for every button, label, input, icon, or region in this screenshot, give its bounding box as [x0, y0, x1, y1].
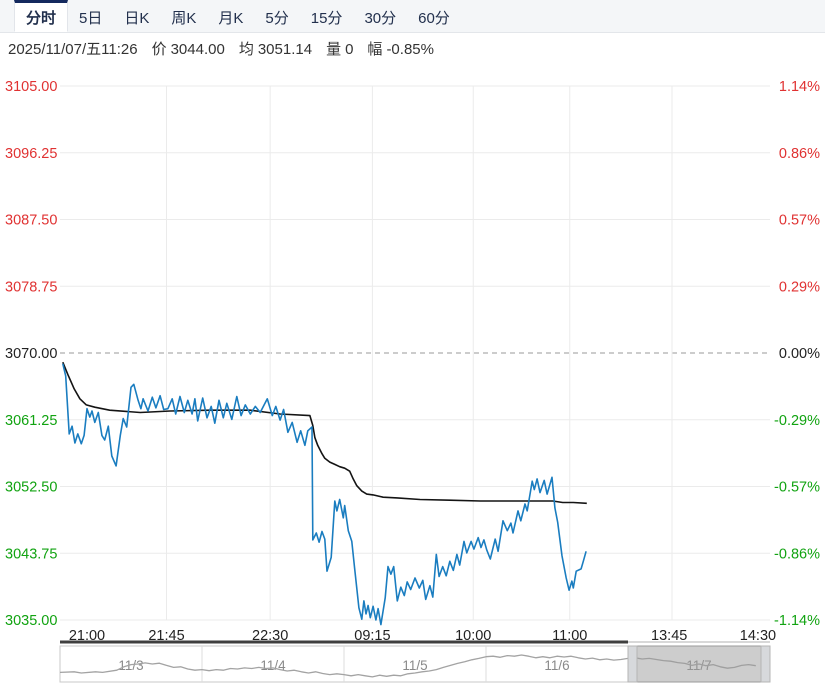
time-axis-label: 09:15 — [354, 628, 390, 644]
price-axis-label-left: 3087.50 — [5, 213, 57, 229]
time-axis-label: 21:45 — [148, 628, 184, 644]
chart-plot-area[interactable] — [60, 86, 770, 620]
tab-5min[interactable]: 5分 — [265, 10, 289, 27]
time-axis-label: 13:45 — [651, 628, 687, 644]
tab-daily-k[interactable]: 日K — [124, 10, 150, 27]
time-axis-label: 22:30 — [252, 628, 288, 644]
average-line — [62, 361, 587, 505]
navigator-handle-left[interactable] — [627, 645, 638, 683]
tab-monthly-k[interactable]: 月K — [218, 10, 244, 27]
price-axis-label-left: 3035.00 — [5, 613, 57, 629]
tab-5day[interactable]: 5日 — [79, 10, 103, 27]
percent-axis-label-right: 1.14% — [779, 79, 820, 95]
time-axis-label: 21:00 — [69, 628, 105, 644]
tab-15min[interactable]: 15分 — [310, 10, 343, 27]
price-axis-label-left: 3061.25 — [5, 413, 57, 429]
percent-axis-label-right: 0.00% — [779, 346, 820, 362]
percent-axis-label-right: -0.86% — [774, 546, 820, 562]
intraday-chart-canvas[interactable]: 3105.00 1.14% 3096.25 0.86% 3087.50 0.57% 3078… — [0, 64, 825, 684]
price-axis-label-left: 3043.75 — [5, 546, 57, 562]
navigator-date-label: 11/5 — [402, 658, 427, 673]
price-axis-label-left: 3052.50 — [5, 480, 57, 496]
quote-average: 均 3051.14 — [238, 41, 313, 58]
price-axis-label-left: 3078.75 — [5, 279, 57, 295]
navigator-date-label: 11/3 — [118, 658, 143, 673]
percent-axis-label-right: -1.14% — [774, 613, 820, 629]
percent-axis-label-right: -0.57% — [774, 480, 820, 496]
quote-price: 价 3044.00 — [151, 41, 225, 58]
time-axis-label: 14:30 — [740, 628, 776, 644]
navigator-date-label: 11/6 — [544, 658, 569, 673]
percent-axis-label-right: 0.57% — [779, 213, 820, 229]
time-axis-label: 10:00 — [455, 628, 491, 644]
percent-axis-label-right: -0.29% — [774, 413, 820, 429]
price-axis-label-left: 3105.00 — [5, 79, 57, 95]
tab-minute[interactable]: 分时 — [14, 0, 69, 32]
price-line — [62, 363, 587, 626]
tab-weekly-k[interactable]: 周K — [171, 10, 197, 27]
navigator-handle-right[interactable] — [760, 645, 771, 683]
price-axis-label-left: 3096.25 — [5, 146, 57, 162]
tab-30min[interactable]: 30分 — [364, 10, 397, 27]
time-axis-label: 11:00 — [552, 628, 587, 644]
navigator-date-label: 11/4 — [260, 658, 286, 673]
quote-datetime: 2025/11/07/五11:26 — [8, 41, 138, 58]
tab-60min[interactable]: 60分 — [418, 10, 450, 27]
price-axis-label-left: 3070.00 — [5, 346, 57, 362]
percent-axis-label-right: 0.29% — [779, 279, 820, 295]
percent-axis-label-right: 0.86% — [779, 146, 820, 162]
chart-period-tabbar: 分时 5日 日K 周K 月K 5分 15分 30分 60分 — [0, 0, 825, 33]
navigator-selection[interactable] — [627, 645, 771, 683]
quote-change: 幅 -0.85% — [367, 41, 434, 58]
